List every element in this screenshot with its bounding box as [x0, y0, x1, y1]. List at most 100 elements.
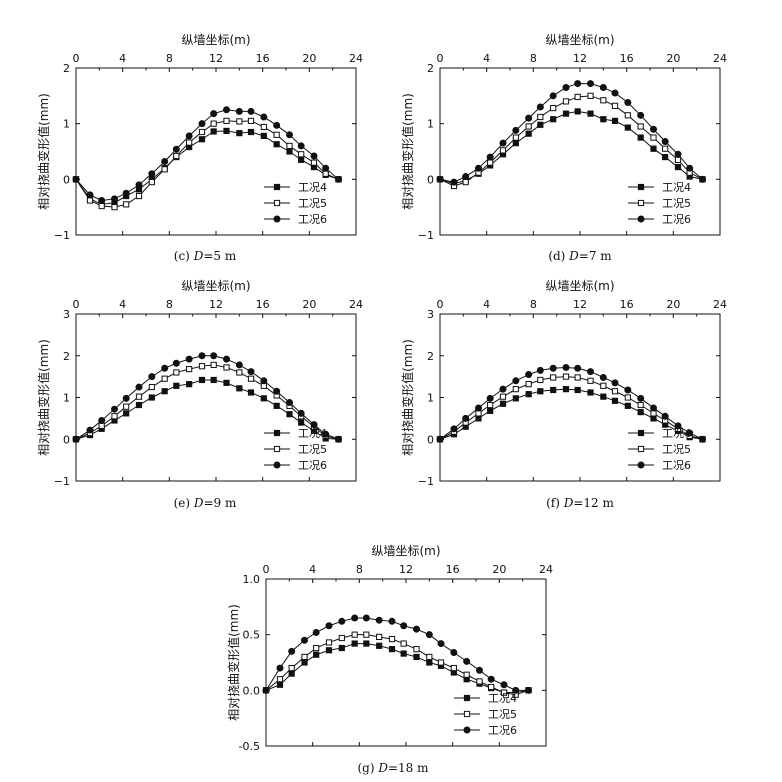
legend-marker — [637, 461, 645, 469]
data-point-series-1 — [301, 659, 308, 666]
series-line-2 — [439, 376, 703, 440]
data-point-series-1 — [587, 110, 594, 117]
data-point-series-3 — [549, 92, 557, 100]
data-point-series-1 — [173, 382, 180, 389]
panel-caption: (c) D=5 m — [174, 249, 237, 263]
y-tick-label: 0 — [63, 173, 70, 186]
legend-marker — [637, 183, 645, 191]
panel-caption: (d) D=7 m — [548, 249, 612, 263]
data-point-series-2 — [587, 377, 594, 384]
y-tick-label: 0.0 — [243, 684, 261, 697]
data-point-series-2 — [111, 413, 118, 420]
data-point-series-1 — [650, 145, 657, 152]
data-point-series-1 — [550, 386, 557, 394]
data-point-series-3 — [661, 412, 669, 420]
data-point-series-3 — [335, 435, 342, 443]
data-point-series-2 — [173, 152, 180, 160]
data-point-series-3 — [512, 377, 520, 385]
data-point-series-3 — [135, 181, 143, 189]
data-point-series-3 — [650, 125, 657, 133]
data-point-series-2 — [637, 123, 644, 130]
data-point-series-3 — [185, 355, 193, 363]
x-tick-label: 20 — [666, 298, 680, 311]
data-point-series-2 — [247, 117, 255, 124]
data-point-series-2 — [111, 204, 118, 211]
data-point-series-3 — [375, 616, 383, 624]
data-point-series-3 — [260, 113, 268, 121]
data-point-series-2 — [499, 147, 507, 154]
data-point-series-3 — [325, 622, 333, 630]
data-point-series-1 — [562, 386, 570, 393]
data-point-series-3 — [98, 196, 106, 204]
data-point-series-3 — [624, 99, 632, 107]
caption-suffix: =7 m — [579, 249, 613, 263]
legend-label: 工况6 — [662, 459, 691, 472]
data-point-series-1 — [600, 116, 607, 123]
legend-marker — [273, 183, 281, 191]
data-point-series-2 — [322, 170, 329, 177]
data-point-series-2 — [426, 653, 433, 661]
data-point-series-3 — [72, 175, 80, 183]
data-point-series-3 — [463, 657, 471, 665]
data-point-series-2 — [363, 631, 370, 638]
data-point-series-3 — [425, 631, 433, 639]
data-point-series-3 — [111, 195, 118, 203]
x-tick-label: 12 — [399, 563, 413, 576]
data-point-series-3 — [574, 80, 582, 88]
data-point-series-3 — [135, 383, 143, 391]
x-tick-label: 20 — [666, 52, 680, 65]
y-tick-label: 2 — [63, 62, 70, 75]
data-point-series-2 — [600, 382, 607, 389]
legend-marker — [637, 215, 645, 223]
data-point-series-2 — [512, 134, 519, 141]
legend-label: 工况6 — [488, 724, 517, 737]
x-tick-label: 12 — [209, 52, 223, 65]
x-tick-label: 16 — [620, 298, 634, 311]
legend-marker — [273, 215, 281, 223]
x-tick-label: 12 — [573, 298, 587, 311]
data-point-series-3 — [235, 361, 243, 369]
data-point-series-2 — [488, 683, 495, 691]
series-line-1 — [75, 130, 339, 205]
data-point-series-3 — [450, 648, 458, 656]
data-point-series-1 — [286, 411, 293, 418]
data-point-series-2 — [276, 676, 284, 683]
data-point-series-1 — [198, 136, 206, 143]
data-point-series-1 — [186, 381, 193, 388]
data-point-series-1 — [376, 642, 383, 649]
x-tick-label: 4 — [483, 52, 490, 65]
data-point-series-3 — [273, 387, 281, 395]
data-point-series-3 — [599, 373, 607, 381]
y-axis-title: 相对挠曲变形值(mm) — [400, 339, 415, 456]
data-point-series-2 — [223, 117, 230, 124]
data-point-series-2 — [650, 410, 657, 417]
data-point-series-3 — [450, 425, 458, 433]
data-point-series-2 — [624, 112, 631, 119]
x-axis-title: 纵墙坐标(m) — [545, 279, 614, 293]
legend-label: 工况4 — [298, 427, 327, 440]
data-point-series-2 — [413, 646, 420, 653]
data-point-series-1 — [624, 124, 631, 131]
data-point-series-1 — [148, 394, 155, 401]
data-point-series-3 — [587, 368, 594, 376]
data-point-series-3 — [310, 421, 318, 429]
data-point-series-3 — [185, 132, 193, 140]
data-point-series-1 — [210, 376, 217, 384]
data-point-series-3 — [161, 158, 169, 166]
data-point-series-1 — [537, 388, 544, 395]
x-axis-title: 纵墙坐标(m) — [181, 279, 250, 293]
data-point-series-1 — [537, 121, 544, 128]
data-point-series-3 — [297, 142, 305, 150]
caption-variable: D — [563, 496, 574, 510]
series-line-3 — [75, 109, 339, 202]
series-line-2 — [265, 634, 529, 696]
x-tick-label: 8 — [356, 563, 363, 576]
data-point-series-1 — [650, 415, 657, 422]
x-tick-label: 0 — [263, 563, 270, 576]
data-point-series-1 — [198, 376, 206, 384]
legend-marker — [463, 710, 471, 718]
data-point-series-2 — [186, 366, 193, 373]
data-point-series-2 — [525, 123, 532, 130]
